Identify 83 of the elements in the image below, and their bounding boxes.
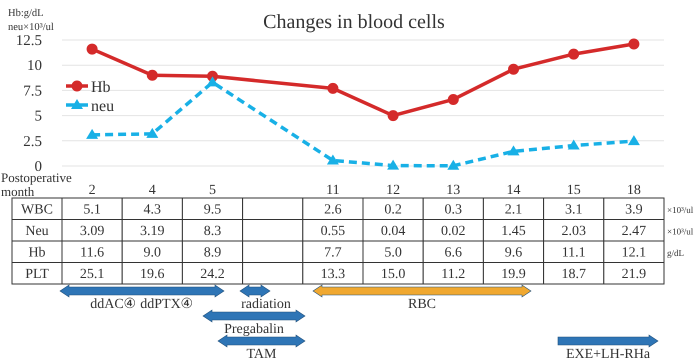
chart-title: Changes in blood cells [263, 11, 446, 33]
x-tick-label: 14 [506, 183, 520, 198]
data-label: 3.19 [140, 224, 165, 239]
y-tick-label: 2.5 [23, 134, 42, 150]
data-label: 4.3 [144, 202, 162, 218]
data-label: 11.1 [562, 246, 586, 260]
point [508, 145, 520, 156]
y-tick-label: 12.5 [16, 33, 42, 49]
data-label: 6.6 [444, 246, 462, 260]
data-label: 19.9 [501, 267, 526, 282]
x-tick-label: 11 [326, 183, 340, 198]
data-label: 0.02 [441, 224, 466, 239]
data-label: 13.3 [320, 267, 346, 282]
y2-tick-label: ×10³/ul [667, 226, 694, 236]
data-label: 0.2 [384, 202, 402, 218]
data-label: 0.04 [380, 224, 406, 239]
point [146, 70, 158, 81]
point [628, 38, 640, 50]
data-label: 5.1 [83, 202, 101, 218]
text: TAM [246, 347, 278, 362]
point [388, 110, 399, 122]
data-label: 2.03 [561, 224, 586, 239]
data-label: 7.7 [324, 246, 342, 260]
point [447, 160, 460, 170]
point [508, 64, 519, 75]
x-tick-label: 15 [566, 183, 581, 198]
legend-label: neu [91, 98, 114, 115]
data-label: 1.45 [501, 224, 526, 239]
data-label: 3.9 [625, 202, 643, 218]
text: Pregabalin [224, 322, 284, 337]
data-label: 24.2 [200, 267, 225, 282]
data-label: 9.0 [144, 246, 162, 260]
data-label: 19.6 [140, 267, 165, 282]
y2-tick-label: g/dL [667, 248, 684, 258]
point [86, 128, 98, 139]
point [146, 128, 158, 138]
y2-tick-label: ×10³/ul [667, 205, 694, 215]
x-tick-label: 18 [626, 183, 641, 198]
data-label: 9.5 [204, 202, 222, 218]
data-label: 3.09 [80, 224, 104, 239]
y-tick-label: 10 [27, 58, 42, 74]
point [568, 48, 580, 60]
data-label: 0.3 [444, 202, 462, 218]
data-label: 0.55 [320, 224, 346, 239]
point [568, 140, 580, 150]
data-label: 8.3 [204, 224, 222, 239]
y-tick-label: 7.5 [23, 83, 42, 100]
text: ddAC④ ddPTX④ [90, 297, 194, 312]
x-tick-label: 13 [446, 183, 460, 198]
point [86, 44, 98, 55]
text: RBC [408, 297, 436, 312]
point [628, 135, 640, 146]
data-label: 8.9 [204, 246, 222, 260]
data-label: 15.0 [380, 267, 406, 282]
data-label: 21.9 [622, 267, 646, 282]
x-tick-label: 2 [88, 183, 96, 198]
y-tick-label: PLT [25, 267, 50, 282]
point [448, 94, 459, 105]
data-label: 2.1 [504, 202, 522, 218]
point [327, 82, 338, 94]
data-label: 11.6 [80, 246, 104, 260]
text: radiation [241, 297, 291, 312]
data-label: 5.0 [384, 246, 402, 260]
x-tick-label: 5 [209, 183, 216, 198]
data-label: 12.1 [622, 246, 646, 260]
x-tick-label: 12 [386, 183, 400, 198]
legend-label: Hb [91, 79, 111, 96]
data-label: 18.7 [561, 267, 586, 282]
y-tick-label: Hb [28, 246, 46, 260]
data-label: 3.1 [564, 202, 582, 218]
data-label: 25.1 [80, 267, 104, 282]
y-tick-label: WBC [21, 202, 53, 218]
point [387, 160, 400, 170]
y-tick-label: Neu [25, 224, 49, 239]
data-label: 11.2 [441, 267, 466, 282]
point [326, 154, 339, 164]
data-label: 2.47 [622, 224, 646, 239]
y-tick-label: 5 [34, 108, 42, 125]
x-tick-label: 4 [148, 183, 156, 198]
text: EXE+LH-RHa [566, 347, 651, 362]
data-label: 2.6 [324, 202, 342, 218]
y-axis-title: Hb:g/dL neu×10³/ul [8, 8, 54, 33]
data-label: 9.6 [504, 246, 522, 260]
